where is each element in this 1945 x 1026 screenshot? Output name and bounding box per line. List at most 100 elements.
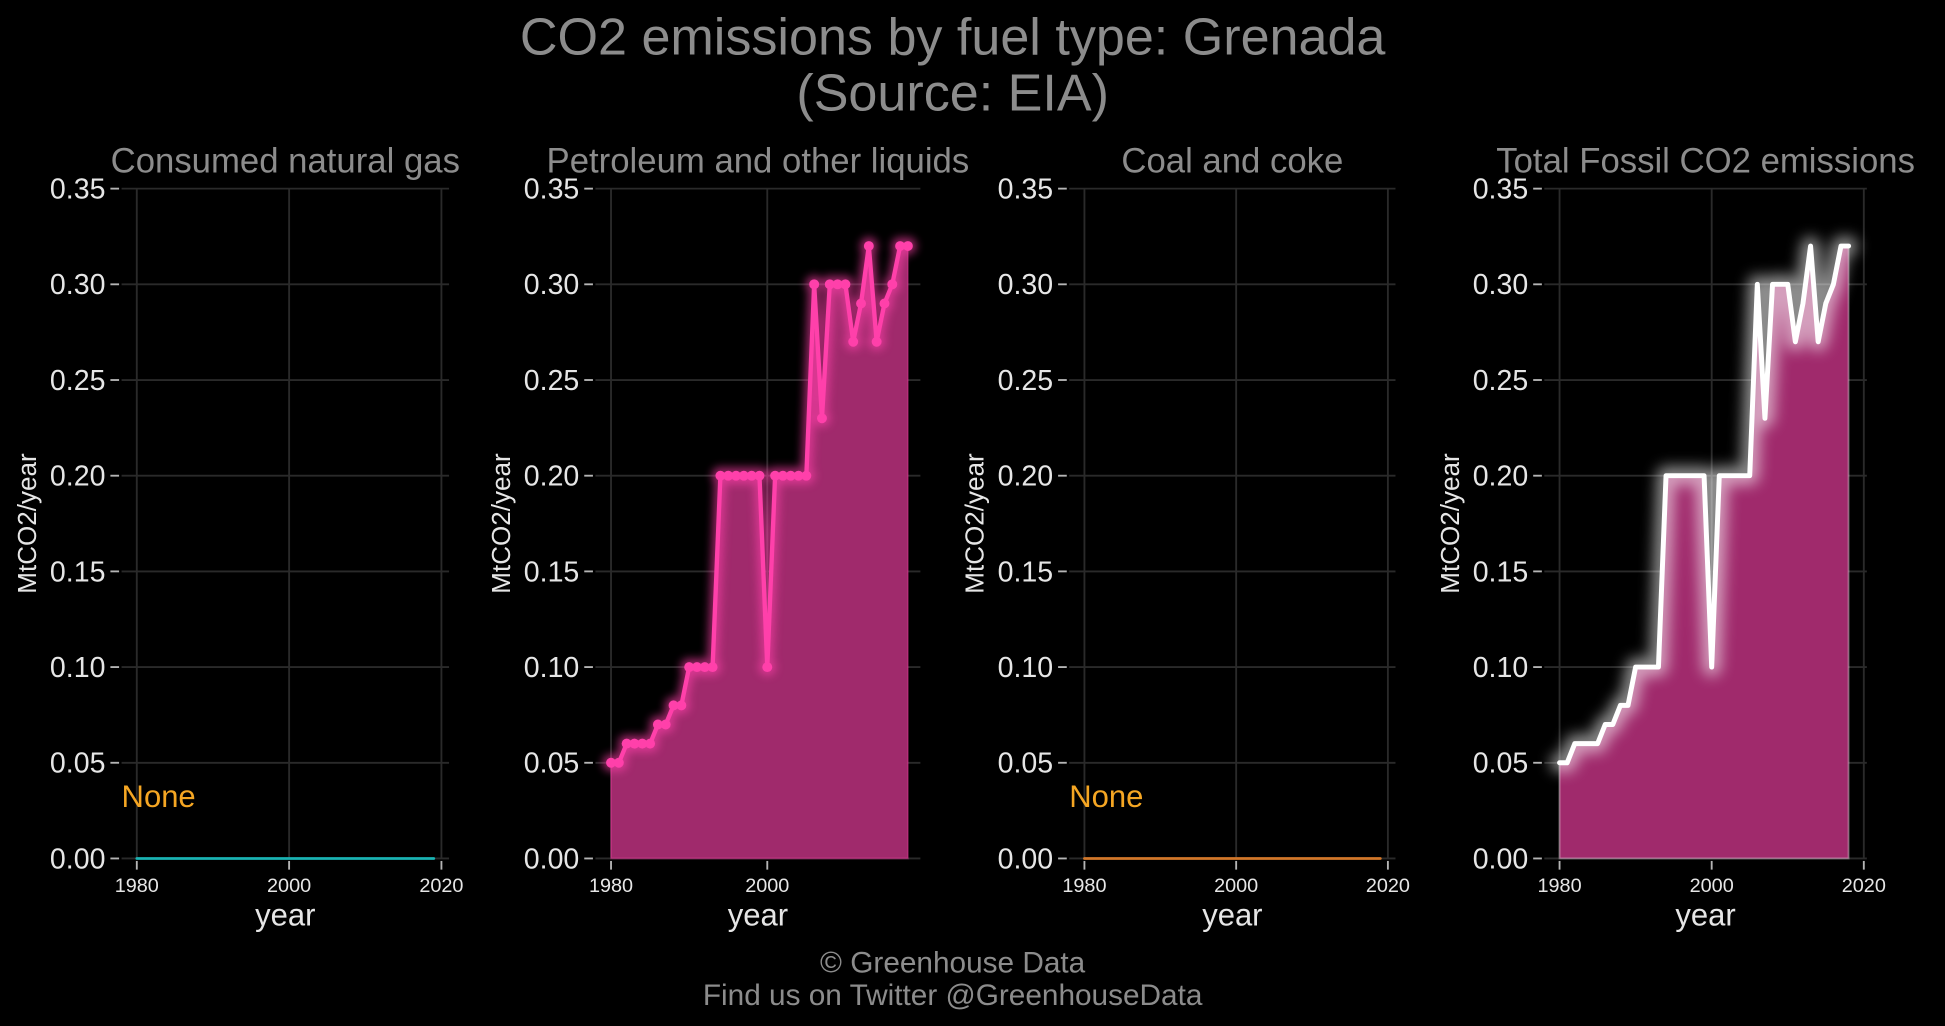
data-point	[785, 470, 796, 481]
data-point	[902, 241, 913, 252]
data-point	[738, 470, 749, 481]
chart-subtitle: (Source: EIA)	[796, 64, 1109, 122]
y-tick-label: 0.30	[998, 269, 1054, 301]
y-axis-label: MtCO2/year	[1435, 453, 1465, 594]
y-tick-label: 0.25	[998, 365, 1054, 397]
data-point	[793, 470, 804, 481]
subplot-panels: 0.00 0.05 0.10 0.15 0.20 0.25 0.30 0.35 1980 2000…	[12, 143, 1915, 933]
footer-copyright: © Greenhouse Data	[820, 947, 1086, 980]
data-point	[856, 298, 866, 309]
x-tick-label: 1980	[1537, 875, 1581, 897]
y-tick-label: 0.00	[1473, 843, 1529, 875]
y-tick-label: 0.30	[524, 269, 579, 301]
x-axis-label: year	[1675, 897, 1735, 932]
y-tick-label: 0.25	[524, 365, 579, 397]
y-tick-label: 0.35	[1473, 174, 1529, 206]
x-axis-label: year	[728, 897, 788, 932]
x-tick-label: 2020	[1842, 875, 1886, 897]
data-point	[801, 470, 812, 481]
panel-title: Total Fossil CO2 emissions	[1496, 143, 1915, 181]
panel-consumed-natural-gas: 0.00 0.05 0.10 0.15 0.20 0.25 0.30 0.35 1980 2000…	[12, 143, 464, 933]
data-point	[871, 336, 882, 347]
gridlines	[121, 187, 450, 860]
data-point	[668, 700, 679, 711]
data-point	[731, 470, 741, 481]
y-tick-label: 0.20	[50, 461, 105, 493]
x-tick-label: 1980	[589, 875, 633, 897]
data-point	[715, 470, 726, 481]
data-point	[754, 470, 765, 481]
data-point	[848, 336, 859, 347]
y-tick-label: 0.00	[524, 843, 579, 875]
x-tick-label: 2000	[1214, 875, 1258, 897]
data-point	[692, 662, 702, 673]
data-point	[770, 470, 781, 481]
data-point	[699, 662, 710, 673]
y-tick-label: 0.20	[1473, 461, 1529, 493]
y-tick-label: 0.05	[998, 748, 1054, 780]
y-tick-label: 0.10	[1473, 652, 1529, 684]
x-tick-label: 2000	[1690, 875, 1734, 897]
data-point	[676, 700, 687, 711]
gridlines	[1069, 187, 1396, 860]
series-line	[1557, 243, 1852, 766]
y-tick-label: 0.10	[50, 652, 105, 684]
data-point	[777, 470, 788, 481]
data-point	[863, 241, 874, 252]
no-data-annotation: None	[122, 779, 196, 814]
y-tick-label: 0.15	[524, 556, 579, 588]
y-axis-label: MtCO2/year	[960, 453, 990, 594]
data-point	[887, 279, 898, 290]
y-axis-label: MtCO2/year	[486, 453, 516, 594]
panel-title: Coal and coke	[1121, 143, 1343, 181]
data-point	[816, 413, 827, 424]
data-point	[809, 279, 820, 290]
y-tick-label: 0.00	[50, 843, 105, 875]
y-tick-label: 0.05	[524, 748, 579, 780]
y-tick-label: 0.00	[998, 843, 1054, 875]
y-tick-label: 0.25	[50, 365, 105, 397]
panel-petroleum-and-other-liquids: 0.00 0.05 0.10 0.15 0.20 0.25 0.30 0.35 1980 2000…	[486, 143, 969, 933]
y-tick-label: 0.20	[524, 461, 579, 493]
data-point	[723, 470, 734, 481]
panel-title: Consumed natural gas	[111, 143, 460, 181]
y-tick-label: 0.15	[998, 556, 1054, 588]
y-tick-label: 0.30	[50, 269, 105, 301]
chart-title: CO2 emissions by fuel type: Grenada	[520, 9, 1386, 67]
data-point	[824, 279, 835, 290]
data-point	[879, 298, 890, 309]
y-tick-label: 0.05	[1473, 748, 1529, 780]
x-tick-label: 2000	[745, 875, 789, 897]
data-point	[746, 470, 757, 481]
x-tick-label: 1980	[115, 875, 159, 897]
y-tick-label: 0.15	[50, 556, 105, 588]
y-tick-label: 0.25	[1473, 365, 1529, 397]
data-point	[652, 719, 663, 730]
x-tick-label: 2000	[267, 875, 311, 897]
x-tick-label: 1980	[1062, 875, 1106, 897]
y-axis-label: MtCO2/year	[12, 453, 42, 594]
x-tick-label: 2020	[419, 875, 463, 897]
panel-title: Petroleum and other liquids	[547, 143, 970, 181]
data-point	[637, 738, 648, 749]
data-point	[895, 241, 906, 252]
data-point	[762, 662, 773, 673]
x-axis-label: year	[1202, 897, 1262, 932]
y-tick-label: 0.10	[524, 652, 579, 684]
data-point	[613, 757, 624, 768]
y-tick-label: 0.15	[1473, 556, 1529, 588]
data-point	[707, 662, 718, 673]
data-point	[629, 738, 640, 749]
plot-area	[1550, 236, 1858, 860]
data-point	[660, 719, 671, 730]
panel-coal-and-coke: 0.00 0.05 0.10 0.15 0.20 0.25 0.30 0.35 1980 2000…	[960, 143, 1410, 933]
y-tick-label: 0.20	[998, 461, 1054, 493]
no-data-annotation: None	[1069, 779, 1143, 814]
y-tick-label: 0.35	[998, 174, 1054, 206]
plot-area	[602, 237, 917, 860]
x-axis-label: year	[255, 897, 315, 932]
data-point	[606, 757, 616, 768]
y-tick-label: 0.35	[50, 174, 105, 206]
data-point	[645, 738, 656, 749]
